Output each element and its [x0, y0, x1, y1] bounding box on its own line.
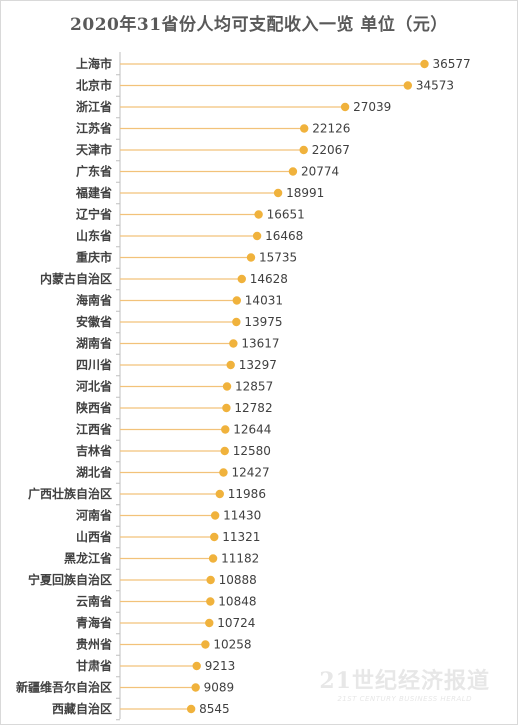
category-label: 湖北省: [76, 465, 112, 480]
category-label: 安徽省: [76, 314, 112, 329]
category-label: 吉林省: [76, 443, 112, 458]
value-label: 13297: [239, 358, 277, 372]
value-label: 11321: [222, 530, 260, 544]
value-label: 18991: [286, 186, 324, 200]
category-label: 西藏自治区: [52, 701, 112, 716]
lollipop-dot: [237, 274, 246, 284]
category-label: 江西省: [76, 422, 112, 437]
category-label: 河南省: [75, 508, 112, 523]
chart-title: 2020年31省份人均可支配收入一览 单位（元）: [70, 15, 448, 35]
value-label: 14031: [245, 294, 283, 308]
category-label: 贵州省: [76, 637, 112, 652]
value-label: 12644: [233, 423, 271, 437]
value-label: 10848: [218, 595, 256, 609]
value-label: 12782: [234, 401, 272, 415]
category-label: 青海省: [76, 615, 112, 630]
value-label: 9213: [205, 659, 236, 673]
category-label: 河北省: [75, 379, 112, 394]
lollipop-dot: [210, 532, 219, 542]
value-label: 22126: [312, 122, 350, 136]
lollipop-dot: [288, 167, 298, 176]
lollipop-dot: [205, 618, 214, 628]
lollipop-dot: [186, 704, 196, 714]
category-label: 云南省: [76, 594, 112, 609]
lollipop-dot: [201, 640, 210, 649]
lollipop-dot: [221, 425, 230, 434]
lollipop-dot: [206, 597, 215, 606]
category-label: 四川省: [76, 357, 112, 372]
lollipop-dot: [299, 145, 308, 155]
lollipop-dot: [232, 296, 242, 305]
category-label: 陕西省: [76, 400, 112, 415]
category-label: 北京市: [76, 78, 112, 93]
lollipop-dot: [208, 554, 218, 563]
value-label: 34573: [416, 79, 454, 93]
lollipop-dot: [273, 188, 283, 198]
lollipop-dot: [192, 661, 201, 671]
value-label: 11430: [223, 509, 261, 523]
lollipop-dot: [222, 382, 232, 391]
lollipop-dot: [254, 210, 263, 219]
value-label: 10258: [213, 638, 251, 652]
lollipop-dot: [229, 339, 238, 348]
lollipop-dot: [206, 575, 215, 585]
category-label: 新疆维吾尔自治区: [16, 680, 112, 695]
lollipop-dot: [299, 124, 309, 133]
lollipop-dot: [226, 360, 235, 370]
lollipop-dot: [403, 81, 413, 90]
value-label: 11182: [221, 552, 259, 566]
category-label: 山西省: [76, 529, 112, 544]
value-label: 16468: [265, 229, 303, 243]
lollipop-dot: [222, 403, 231, 413]
watermark-logo: 21世纪经济报道 21ST CENTURY BUSINESS HERALD: [319, 663, 490, 703]
value-label: 8545: [199, 702, 230, 716]
value-label: 22067: [312, 143, 350, 157]
value-label: 13617: [241, 337, 279, 351]
value-label: 12427: [231, 466, 269, 480]
value-label: 12857: [235, 380, 273, 394]
category-label: 海南省: [76, 293, 112, 308]
category-label: 上海市: [76, 56, 112, 71]
lollipop-dot: [340, 102, 350, 112]
category-label: 黑龙江省: [64, 551, 112, 566]
category-label: 广西壮族自治区: [28, 486, 112, 501]
watermark-main-text: 21世纪经济报道: [319, 668, 490, 694]
category-label: 山东省: [76, 228, 112, 243]
lollipop-dot: [191, 683, 200, 692]
value-label: 14628: [250, 272, 288, 286]
category-label: 甘肃省: [76, 658, 112, 673]
category-label: 湖南省: [76, 336, 112, 351]
category-label: 辽宁省: [76, 207, 112, 222]
value-label: 9089: [204, 681, 235, 695]
lollipop-dot: [252, 231, 262, 241]
category-label: 浙江省: [76, 99, 112, 114]
value-label: 36577: [433, 57, 471, 71]
value-label: 15735: [259, 251, 297, 265]
category-label: 江苏省: [76, 121, 112, 136]
value-label: 10888: [219, 573, 257, 587]
value-label: 20774: [301, 165, 339, 179]
category-label: 福建省: [75, 185, 112, 200]
lollipop-dot: [210, 511, 220, 520]
value-label: 27039: [353, 100, 391, 114]
lollipop-dot: [219, 468, 228, 477]
lollipop-dot: [420, 59, 429, 69]
lollipop-dot: [215, 489, 224, 499]
value-label: 10724: [217, 616, 255, 630]
category-label: 内蒙古自治区: [40, 271, 112, 286]
watermark-sub-text: 21ST CENTURY BUSINESS HERALD: [337, 695, 473, 703]
lollipop-dot: [232, 317, 241, 327]
value-label: 11986: [228, 487, 266, 501]
value-label: 16651: [267, 208, 305, 222]
category-label: 重庆市: [76, 250, 112, 265]
lollipop-dot: [220, 446, 229, 456]
lollipop-dot: [246, 253, 256, 262]
category-label: 宁夏回族自治区: [28, 572, 112, 587]
category-label: 广东省: [76, 164, 112, 179]
value-label: 12580: [233, 444, 271, 458]
value-label: 13975: [244, 315, 282, 329]
category-label: 天津市: [76, 142, 112, 157]
